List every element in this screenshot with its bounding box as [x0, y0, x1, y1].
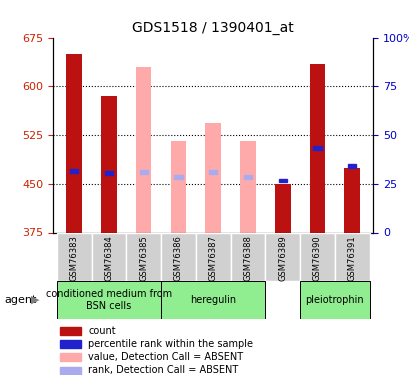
Bar [66, 54, 82, 232]
Bar [240, 141, 255, 232]
Bar [101, 96, 117, 232]
FancyBboxPatch shape [265, 232, 299, 281]
Text: GSM76388: GSM76388 [243, 235, 252, 281]
Title: GDS1518 / 1390401_at: GDS1518 / 1390401_at [132, 21, 293, 35]
Bar [205, 123, 220, 232]
Text: heregulin: heregulin [190, 295, 236, 305]
Bar [274, 184, 290, 232]
Bar [344, 168, 359, 232]
Bar [70, 169, 78, 173]
Bar [274, 184, 290, 232]
Bar [104, 171, 113, 175]
FancyBboxPatch shape [161, 281, 265, 319]
FancyBboxPatch shape [91, 232, 126, 281]
Bar [174, 175, 182, 179]
Bar [60, 340, 81, 348]
Text: percentile rank within the sample: percentile rank within the sample [88, 339, 252, 349]
FancyBboxPatch shape [56, 281, 161, 319]
Bar [278, 178, 286, 183]
Bar [347, 164, 355, 168]
Bar [60, 367, 81, 374]
Text: GSM76385: GSM76385 [139, 235, 148, 280]
FancyBboxPatch shape [56, 232, 91, 281]
Text: ▶: ▶ [31, 295, 39, 305]
Bar [139, 170, 148, 174]
Text: GSM76387: GSM76387 [208, 235, 217, 281]
Text: conditioned medium from
BSN cells: conditioned medium from BSN cells [46, 289, 171, 311]
Bar [60, 353, 81, 361]
Text: GSM76389: GSM76389 [278, 235, 287, 280]
Text: rank, Detection Call = ABSENT: rank, Detection Call = ABSENT [88, 366, 238, 375]
FancyBboxPatch shape [161, 232, 196, 281]
Bar [170, 141, 186, 232]
FancyBboxPatch shape [334, 232, 369, 281]
Text: GSM76383: GSM76383 [70, 235, 79, 281]
Bar [135, 67, 151, 232]
FancyBboxPatch shape [196, 232, 230, 281]
Bar [243, 175, 252, 179]
Text: GSM76386: GSM76386 [173, 235, 182, 281]
FancyBboxPatch shape [230, 232, 265, 281]
Text: GSM76384: GSM76384 [104, 235, 113, 280]
Bar [60, 327, 81, 335]
Bar [312, 146, 321, 150]
FancyBboxPatch shape [299, 232, 334, 281]
Text: agent: agent [4, 295, 36, 305]
FancyBboxPatch shape [126, 232, 161, 281]
Text: pleiotrophin: pleiotrophin [305, 295, 363, 305]
Text: value, Detection Call = ABSENT: value, Detection Call = ABSENT [88, 352, 243, 362]
FancyBboxPatch shape [299, 281, 369, 319]
Text: count: count [88, 326, 115, 336]
Text: GSM76391: GSM76391 [347, 235, 356, 280]
Text: GSM76390: GSM76390 [312, 235, 321, 280]
Bar [309, 63, 324, 232]
Bar [209, 170, 217, 174]
